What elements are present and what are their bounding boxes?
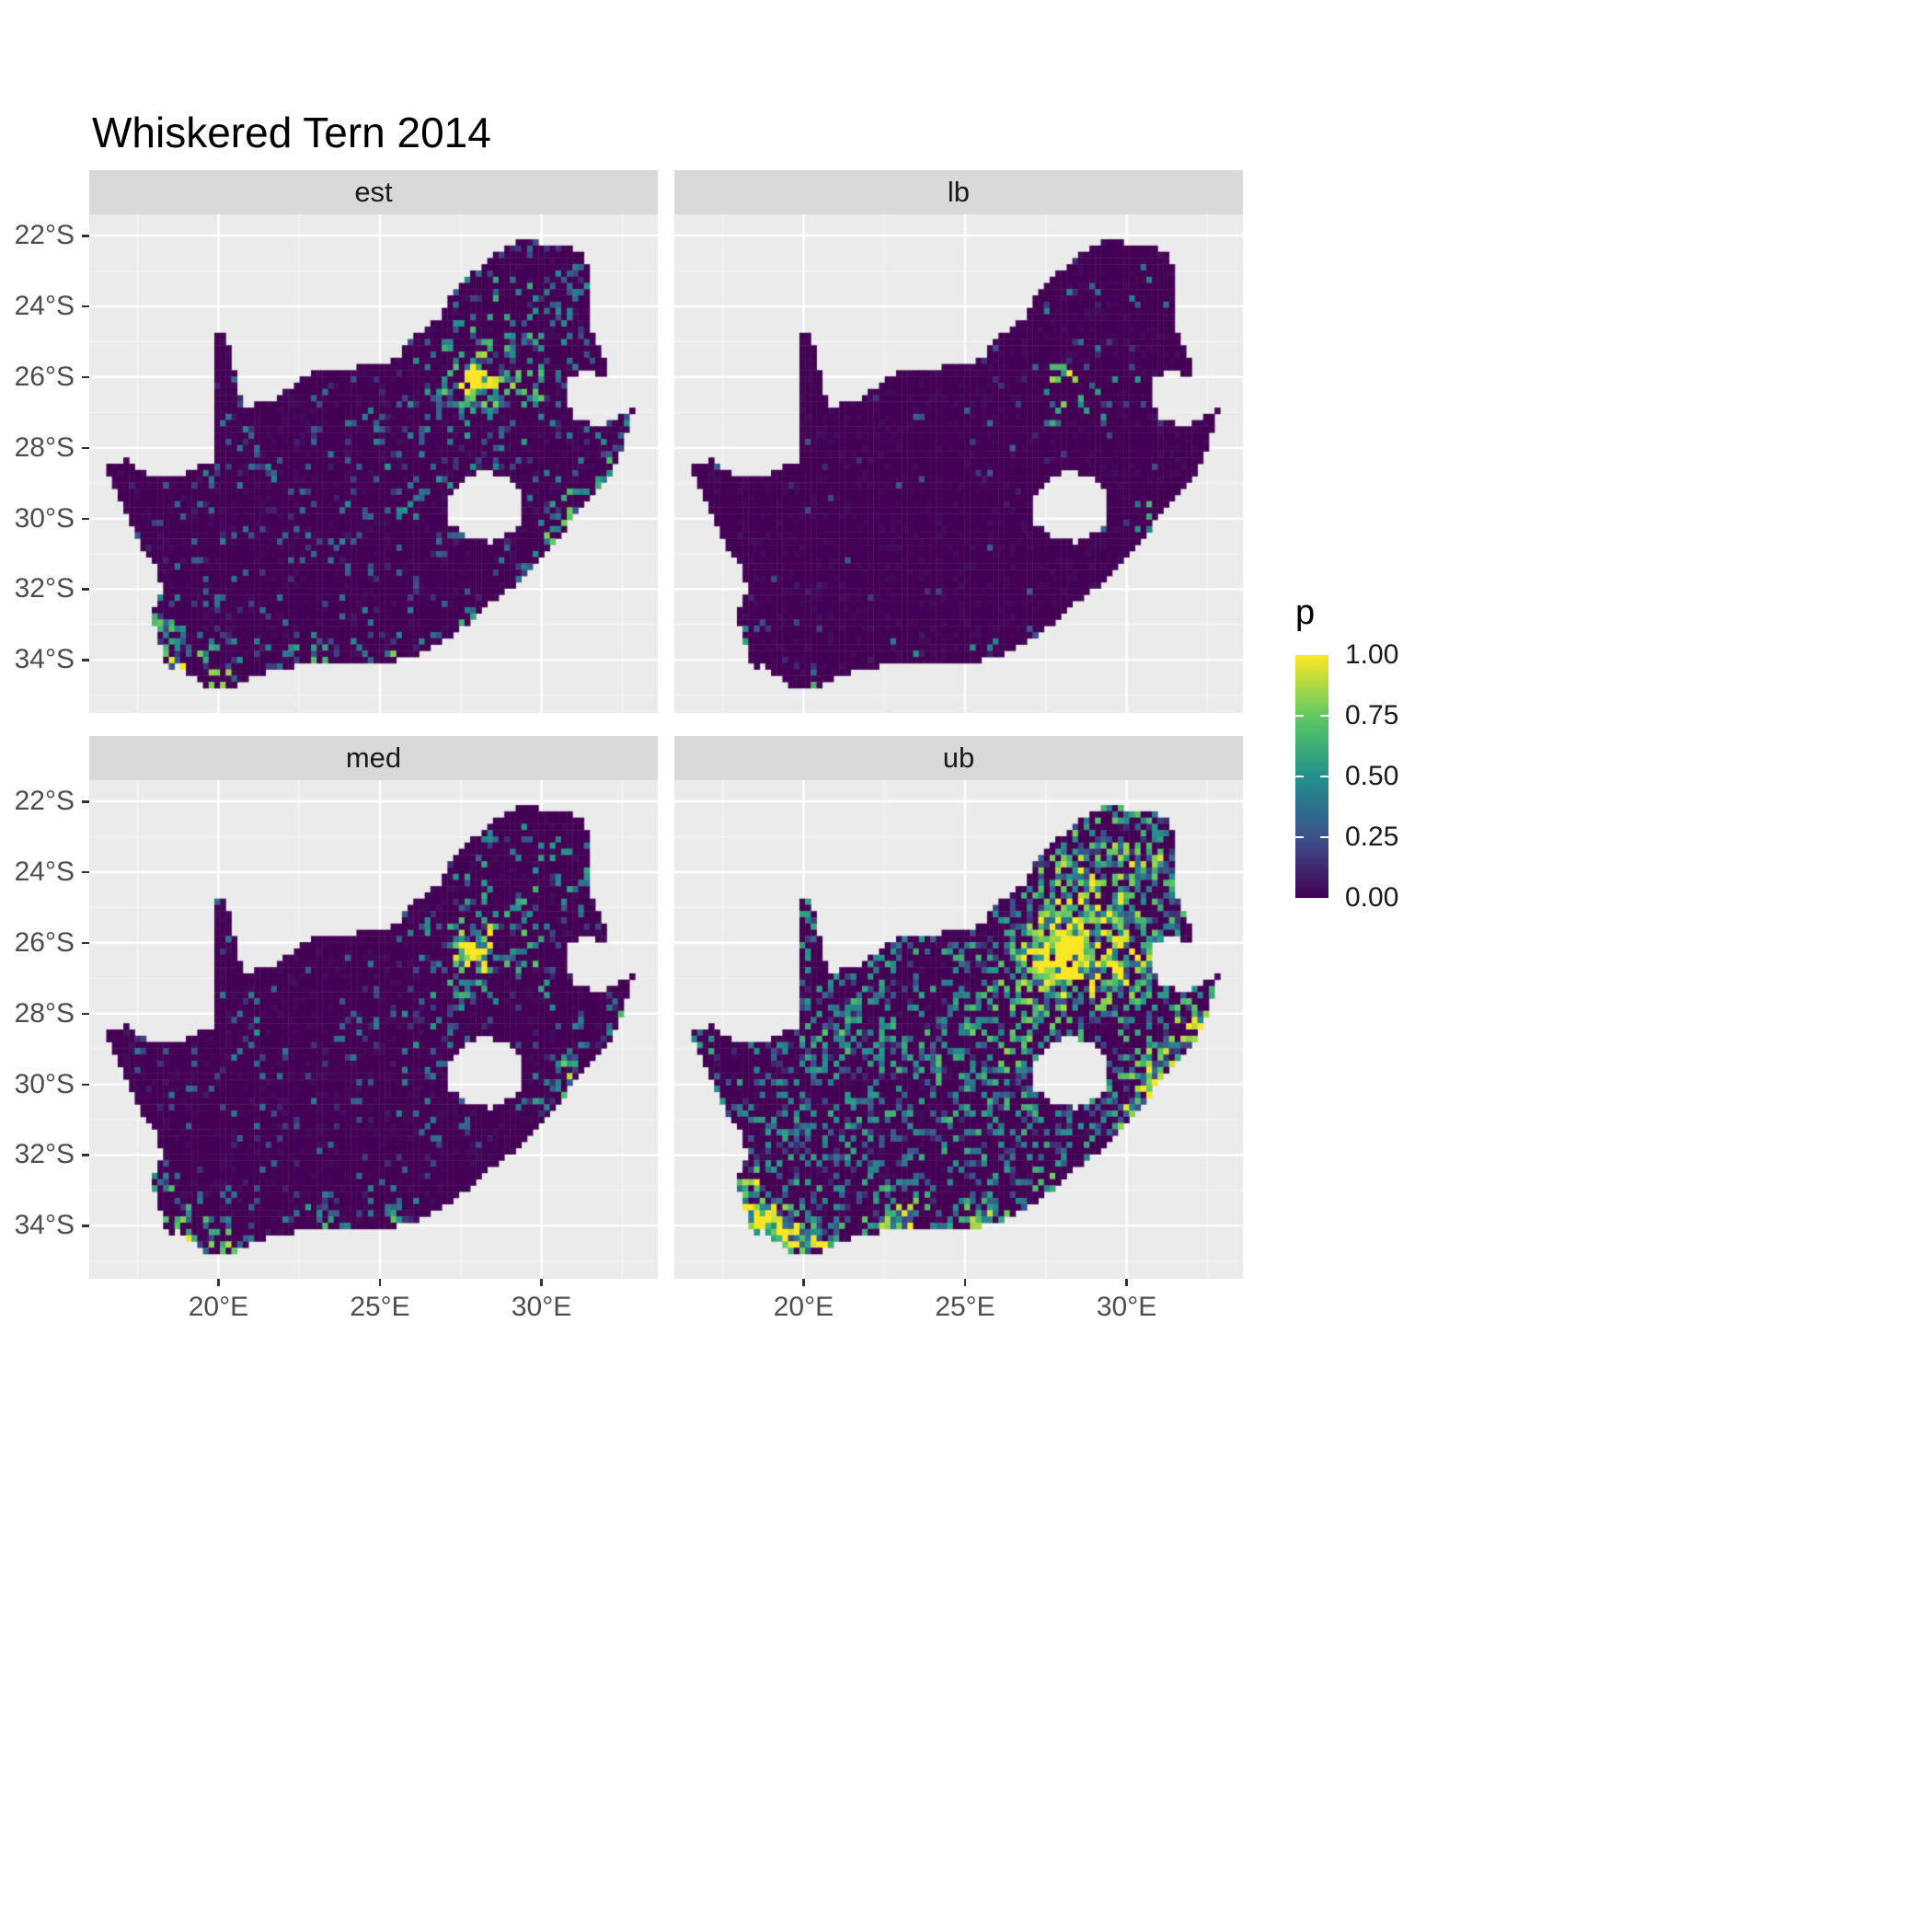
y-axis-tick: 32°S	[0, 1141, 89, 1168]
y-tick-label: 24°S	[14, 290, 75, 321]
y-axis-tick: 22°S	[0, 788, 89, 815]
legend-title: p	[1295, 593, 1316, 632]
x-axis-tick: 20°E	[177, 1279, 259, 1325]
map-canvas-med	[89, 780, 658, 1279]
legend-tick-label: 1.00	[1345, 639, 1399, 670]
y-axis-tick: 22°S	[0, 222, 89, 249]
x-axis-tick: 25°E	[339, 1279, 421, 1325]
y-axis-tick: 30°S	[0, 502, 89, 534]
y-axis-tick: 26°S	[0, 361, 89, 392]
x-tick-label: 25°E	[350, 1292, 410, 1322]
y-axis-tick: 32°S	[0, 575, 89, 603]
y-tick-label: 26°S	[14, 926, 75, 958]
y-tick-label: 30°S	[14, 1068, 75, 1099]
y-axis-tick: 30°S	[0, 1068, 89, 1099]
y-axis-tick: 28°S	[0, 997, 89, 1029]
y-tick-mark	[82, 659, 89, 661]
x-tick-label: 20°E	[188, 1292, 249, 1322]
facet-panel-ub: ub	[674, 736, 1243, 1279]
legend-tick-mark	[1320, 775, 1328, 778]
legend-tick-label: 0.75	[1345, 700, 1399, 730]
y-tick-mark	[82, 941, 89, 945]
facet-strip-ub: ub	[674, 736, 1243, 780]
y-tick-label: 26°S	[14, 361, 75, 392]
x-axis-tick: 20°E	[762, 1279, 845, 1325]
chart-title: Whiskered Tern 2014	[92, 109, 491, 156]
legend-tick-label: 0.50	[1345, 761, 1399, 791]
legend-tick-mark	[1320, 714, 1328, 718]
y-tick-label: 32°S	[14, 1139, 75, 1170]
x-tick-mark	[802, 1279, 805, 1286]
y-tick-label: 30°S	[14, 502, 75, 534]
y-axis-tick: 24°S	[0, 856, 89, 887]
y-tick-mark	[82, 517, 89, 521]
facet-panel-med: med	[89, 736, 658, 1279]
y-tick-label: 24°S	[14, 856, 75, 887]
map-canvas-est	[89, 214, 658, 713]
y-tick-label: 34°S	[14, 644, 75, 675]
y-tick-label: 32°S	[14, 573, 75, 604]
x-tick-mark	[540, 1279, 543, 1286]
x-tick-mark	[217, 1279, 220, 1286]
facet-strip-label: ub	[942, 742, 975, 774]
y-tick-mark	[82, 1154, 89, 1156]
y-tick-label: 22°S	[14, 220, 75, 251]
legend-tick-mark	[1295, 714, 1304, 718]
y-tick-mark	[82, 305, 89, 308]
legend-tick-label: 0.25	[1345, 822, 1399, 852]
y-tick-mark	[82, 588, 89, 591]
x-tick-label: 20°E	[773, 1292, 834, 1322]
legend-tick-mark	[1320, 835, 1328, 839]
x-tick-label: 30°E	[1096, 1292, 1157, 1322]
legend-colorbar	[1295, 655, 1328, 898]
y-tick-label: 28°S	[14, 431, 75, 463]
y-tick-label: 22°S	[14, 786, 75, 817]
facet-panel-lb: lb	[674, 170, 1243, 713]
y-axis-tick: 34°S	[0, 1212, 89, 1239]
y-tick-mark	[82, 870, 89, 874]
x-axis-tick: 25°E	[924, 1279, 1006, 1325]
y-tick-mark	[82, 1012, 89, 1016]
y-axis-tick: 28°S	[0, 431, 89, 463]
x-axis-tick: 30°E	[1086, 1279, 1168, 1325]
y-tick-mark	[82, 1083, 89, 1087]
x-tick-label: 30°E	[511, 1292, 572, 1322]
x-tick-mark	[378, 1279, 382, 1286]
x-tick-mark	[1125, 1279, 1128, 1286]
y-axis-tick: 24°S	[0, 290, 89, 321]
facet-strip-est: est	[89, 170, 658, 214]
y-tick-label: 34°S	[14, 1210, 75, 1241]
x-tick-mark	[963, 1279, 967, 1286]
y-tick-mark	[82, 375, 89, 379]
facet-strip-med: med	[89, 736, 658, 780]
x-axis-tick: 30°E	[500, 1279, 583, 1325]
y-tick-mark	[82, 800, 89, 803]
map-canvas-lb	[674, 214, 1243, 713]
y-tick-mark	[82, 235, 89, 237]
y-tick-label: 28°S	[14, 997, 75, 1029]
y-tick-mark	[82, 446, 89, 450]
legend-tick-label: 0.00	[1345, 882, 1399, 913]
facet-strip-label: est	[354, 176, 393, 208]
facet-strip-label: lb	[947, 176, 971, 208]
legend-tick-mark	[1295, 775, 1304, 778]
facet-strip-lb: lb	[674, 170, 1243, 214]
legend-tick-mark	[1295, 835, 1304, 839]
y-axis-tick: 34°S	[0, 646, 89, 673]
x-tick-label: 25°E	[935, 1292, 995, 1322]
y-axis-tick: 26°S	[0, 926, 89, 958]
facet-panel-est: est	[89, 170, 658, 713]
map-canvas-ub	[674, 780, 1243, 1279]
facet-strip-label: med	[345, 742, 402, 774]
y-tick-mark	[82, 1225, 89, 1227]
